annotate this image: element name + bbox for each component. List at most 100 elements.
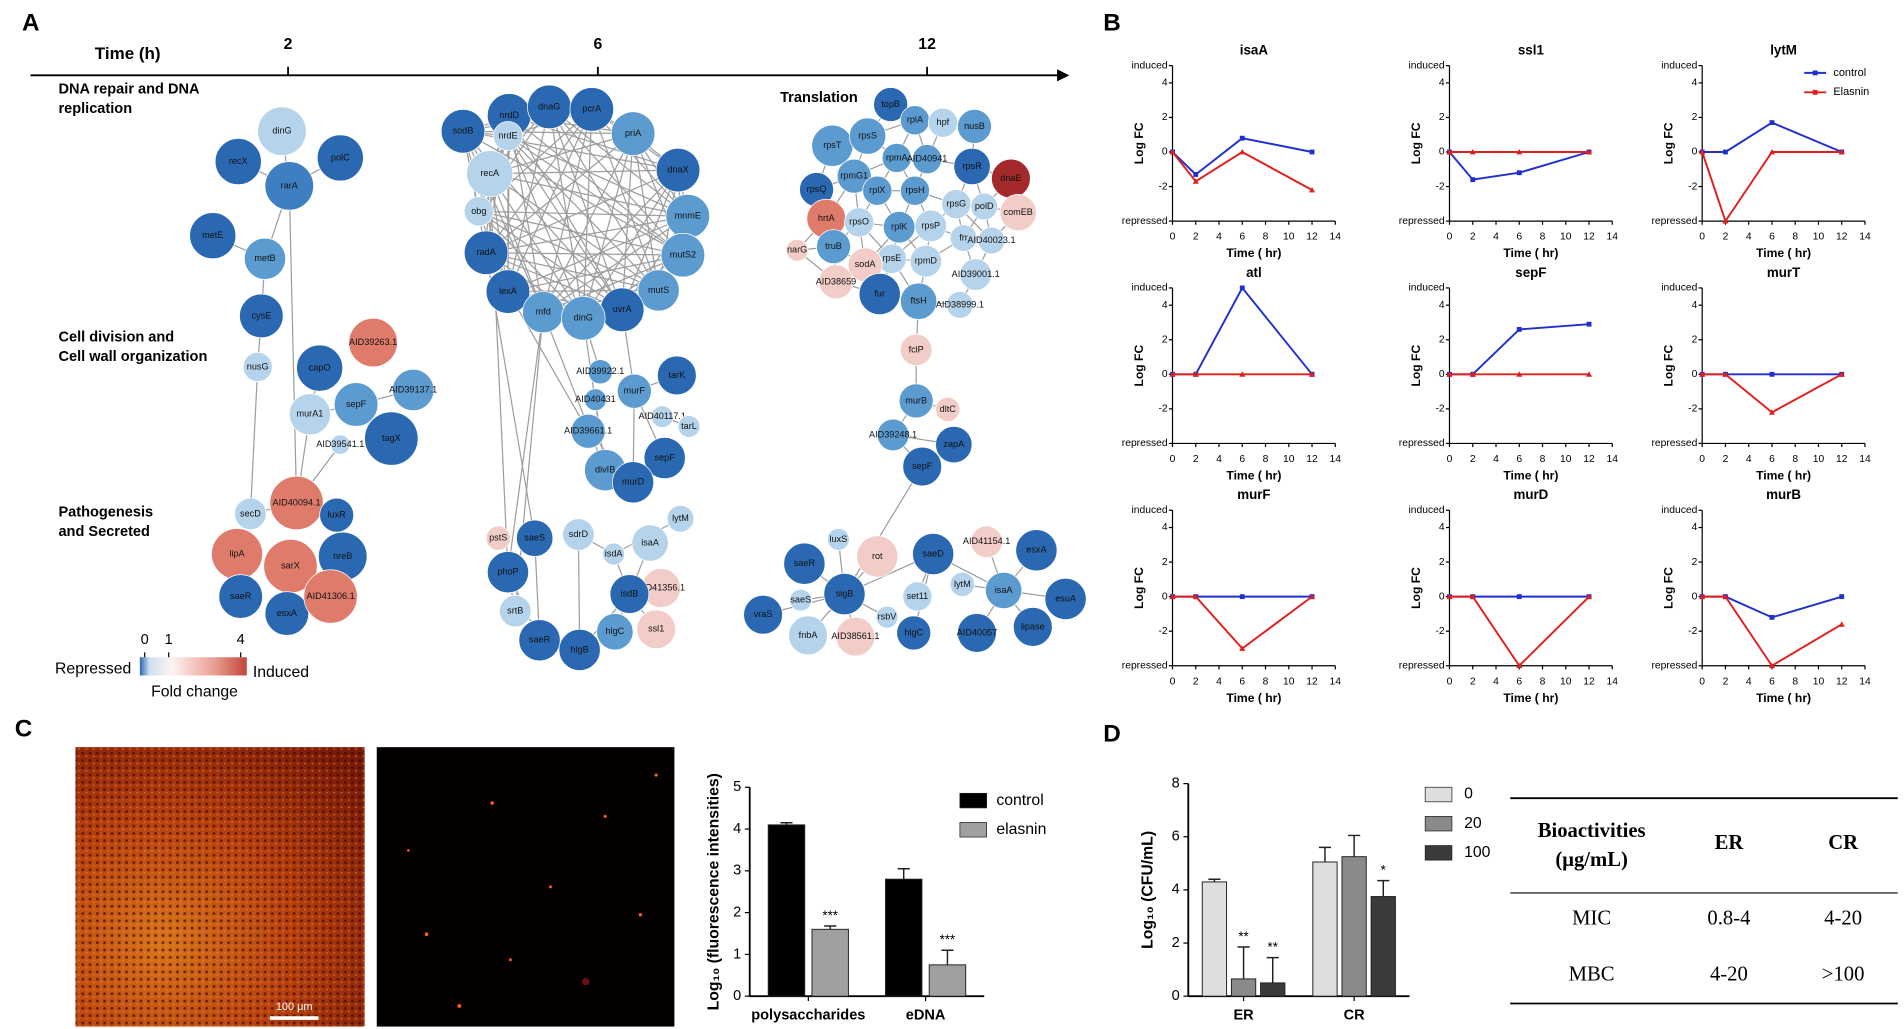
x-tick-label: 12: [1583, 454, 1595, 465]
y-tick-label: -2: [1158, 181, 1167, 192]
node-label: AID39137.1: [389, 384, 437, 394]
y-tick-label: 4: [1692, 522, 1698, 533]
y-axis-label: Log FC: [1132, 567, 1146, 609]
node: [440, 108, 486, 154]
series-line: [1702, 595, 1843, 668]
edge: [478, 210, 623, 311]
node: [643, 436, 686, 480]
marker: [1699, 593, 1706, 600]
marker: [1769, 371, 1775, 377]
significance: **: [1268, 939, 1278, 954]
node-label: lytM: [954, 579, 971, 589]
node-label: rpsR: [962, 161, 982, 171]
node-label: AID39922.1: [576, 366, 624, 376]
significance: **: [1238, 929, 1248, 944]
error-bar: [1266, 956, 1279, 983]
node: [898, 383, 934, 419]
node: [264, 591, 310, 636]
y-tick-label: 8: [1172, 775, 1180, 791]
y-tick-label: repressed: [1651, 216, 1697, 227]
legend-label: Elasnin: [1833, 86, 1869, 98]
bar: [1370, 896, 1396, 997]
node: [816, 229, 851, 264]
edge: [507, 254, 684, 293]
edge: [288, 185, 298, 503]
node-label: hlgB: [571, 644, 589, 654]
node-label: AID39248.1: [869, 429, 917, 439]
node: [949, 571, 975, 597]
x-tick-label: 8: [1540, 454, 1546, 465]
x-tick-label: 10: [1560, 454, 1572, 465]
x-axis-label: Time ( hr): [1226, 691, 1281, 705]
y-tick-label: 4: [1439, 78, 1445, 89]
panel-label: C: [15, 716, 33, 743]
x-tick-label: 10: [1813, 232, 1825, 243]
node-label: murD: [622, 477, 645, 487]
legend-swatch: [959, 792, 987, 809]
edge: [507, 135, 684, 256]
node-label: dnaG: [538, 101, 560, 111]
x-tick-label: 2: [1470, 454, 1476, 465]
node-label: AID40941: [907, 154, 948, 164]
error-bar: [824, 925, 837, 930]
bar: [1341, 856, 1367, 997]
y-tick-label: -2: [1688, 626, 1697, 637]
y-tick-label: induced: [1661, 505, 1697, 516]
node-label: hlgC: [904, 627, 923, 637]
node-label: rpsS: [858, 130, 877, 140]
node: [785, 238, 809, 262]
node: [946, 291, 974, 319]
y-tick-label: 4: [1439, 522, 1445, 533]
x-tick-label: 8: [1263, 454, 1269, 465]
edge: [542, 215, 689, 313]
legend-swatch: [959, 822, 987, 838]
x-tick-label: 0: [1699, 232, 1705, 243]
y-tick-label: -2: [1435, 181, 1444, 192]
node-label: AID39541.1: [316, 439, 364, 449]
marker: [1239, 148, 1246, 155]
node-label: tarK: [668, 370, 685, 380]
node: [637, 269, 680, 312]
node-label: saeD: [923, 548, 945, 558]
node: [896, 615, 932, 651]
x-tick-label: 6: [1769, 676, 1775, 687]
node: [927, 107, 958, 138]
node-label: sepF: [346, 399, 367, 409]
node-label: AID40023.1: [967, 235, 1015, 245]
chart-title: murD: [1513, 487, 1548, 502]
node: [234, 497, 267, 531]
x-tick-label: 4: [1746, 232, 1752, 243]
x-axis-label: Time ( hr): [1226, 468, 1281, 482]
marker: [1722, 593, 1729, 600]
node-label: ssl1: [648, 624, 664, 634]
x-tick-label: 14: [1859, 232, 1871, 243]
x-tick-label: 8: [1263, 232, 1269, 243]
node-label: esxA: [277, 608, 298, 618]
edge: [542, 169, 679, 313]
y-tick-label: 0: [1439, 369, 1445, 380]
y-axis-label: Log FC: [1132, 122, 1146, 164]
node-label: sodB: [453, 126, 474, 136]
node-label: nusB: [964, 121, 985, 131]
node-label: murA1: [297, 409, 324, 419]
node: [650, 405, 674, 429]
marker: [1192, 371, 1199, 377]
edge: [621, 133, 634, 310]
table-header: (μg/mL): [1555, 849, 1627, 871]
marker: [1239, 135, 1245, 141]
table-cell: 4-20: [1710, 963, 1748, 985]
node: [561, 296, 606, 341]
edge: [489, 169, 679, 175]
marker: [1838, 148, 1845, 155]
x-tick-label: 10: [1813, 676, 1825, 687]
x-tick-label: 6: [1239, 454, 1245, 465]
x-tick-label: 4: [1746, 676, 1752, 687]
y-tick-label: 2: [1162, 557, 1168, 568]
group-label: Translation: [780, 90, 858, 106]
x-tick-label: 14: [1330, 676, 1342, 687]
node-label: uvrA: [613, 304, 633, 314]
node-label: AID41356.1: [637, 582, 685, 592]
node: [612, 461, 655, 504]
node: [316, 134, 364, 182]
y-axis-label: Log₁₀ (CFU/mL): [1139, 831, 1156, 949]
